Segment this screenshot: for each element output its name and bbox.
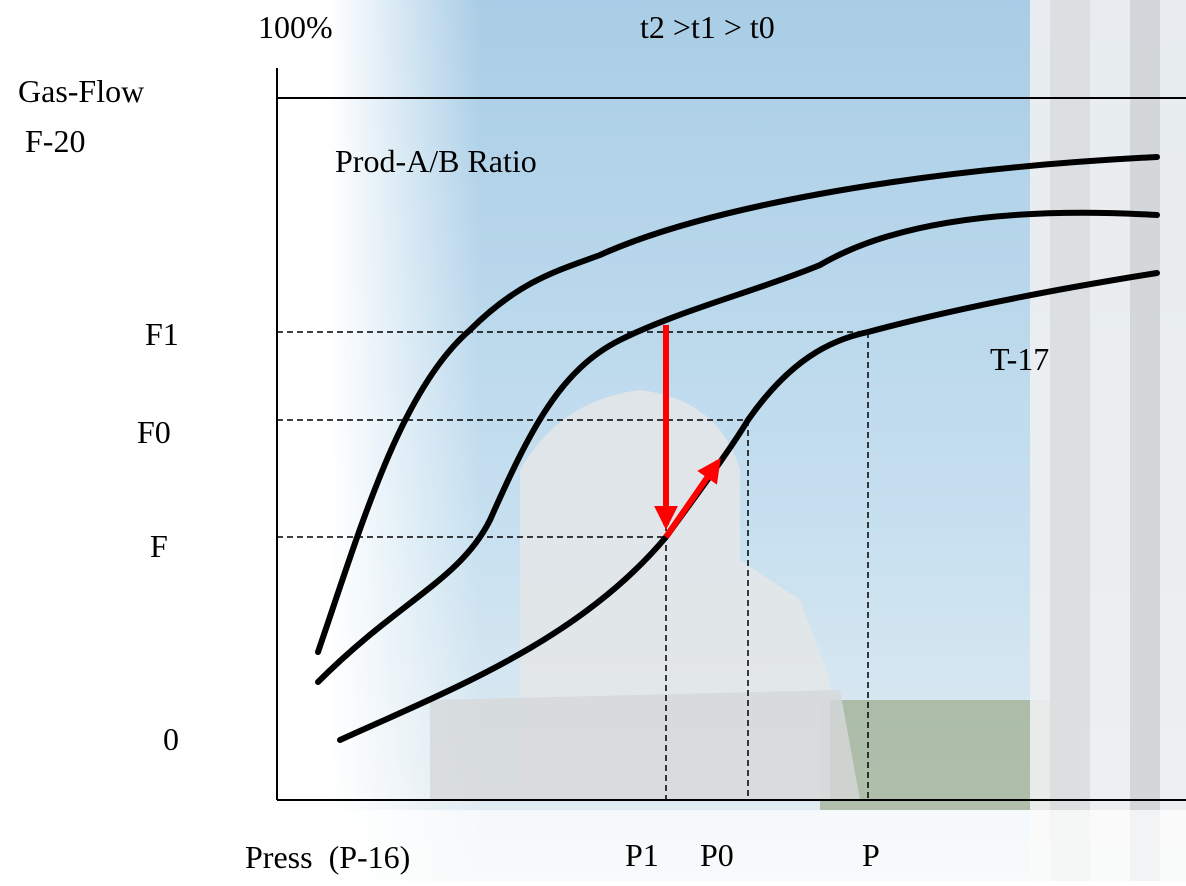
curve-family-label: Prod-A/B Ratio [335,143,537,179]
x-label: P0 [700,837,734,873]
x-title: Press (P-16) [245,839,410,875]
y-label: F [150,528,168,564]
y-label: F0 [137,414,171,450]
x-label: P [862,837,880,873]
x-label: P1 [625,837,659,873]
y-title: Gas-Flow [18,73,144,109]
condition: t2 >t1 > t0 [640,9,775,45]
y-subtitle: F-20 [25,123,85,159]
top-label: 100% [258,9,333,45]
tag-label: T-17 [990,341,1049,377]
y-label: F1 [145,316,179,352]
diagram: 100% t2 >t1 > t0 Gas-Flow F-20 Prod-A/B … [0,0,1186,881]
y-label: 0 [163,721,179,757]
